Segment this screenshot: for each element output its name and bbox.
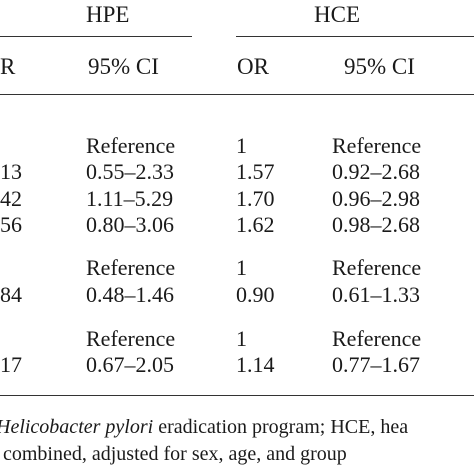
hce-ci-column-header: 95% CI [344,54,415,79]
row-2-hpe-ci: 0.55–2.33 [86,159,174,184]
row-8-hce-ci: 0.77–1.67 [332,352,420,377]
row-2-hce-ci: 0.92–2.68 [332,159,420,184]
row-4-hpe-or: 56 [0,212,22,237]
row-2-hpe-or: 13 [0,159,22,184]
row-8-hce-or: 1.14 [236,352,275,377]
hpe-group-header: HPE [86,2,130,27]
hce-group-header: HCE [314,2,360,27]
footnote-line-2: combined, adjusted for sex, age, and gro… [3,443,347,465]
row-1-hce-or: 1 [236,133,247,158]
row-4-hpe-ci: 0.80–3.06 [86,212,174,237]
hpe-ci-column-header: 95% CI [88,54,159,79]
row-5-hpe-ci: Reference [86,255,176,280]
row-7-hce-or: 1 [236,326,247,351]
subheader-rule [0,94,474,95]
footnote-line-1-rest: eradication program; HCE, hea [153,416,409,438]
row-4-hce-or: 1.62 [236,212,275,237]
row-6-hpe-or: 84 [0,282,22,307]
row-6-hpe-ci: 0.48–1.46 [86,282,174,307]
row-3-hce-ci: 0.96–2.98 [332,186,420,211]
row-6-hce-or: 0.90 [236,282,275,307]
hce-header-rule [236,36,474,37]
row-1-hpe-ci: Reference [86,133,176,158]
table-bottom-rule [0,395,474,396]
row-8-hpe-or: 17 [0,352,22,377]
hpe-header-rule [0,36,192,37]
row-3-hpe-ci: 1.11–5.29 [86,186,174,211]
row-5-hce-or: 1 [236,255,247,280]
row-4-hce-ci: 0.98–2.68 [332,212,420,237]
row-7-hce-ci: Reference [332,326,422,351]
row-8-hpe-ci: 0.67–2.05 [86,352,174,377]
footnote-line-1: Helicobacter pylori eradication program;… [0,416,408,439]
row-1-hce-ci: Reference [332,133,422,158]
footnote-italic-term: Helicobacter pylori [0,416,154,438]
row-3-hpe-or: 42 [0,186,22,211]
row-7-hpe-ci: Reference [86,326,176,351]
row-2-hce-or: 1.57 [236,159,275,184]
row-6-hce-ci: 0.61–1.33 [332,282,420,307]
hce-or-column-header: OR [237,54,269,79]
row-3-hce-or: 1.70 [236,186,275,211]
row-5-hce-ci: Reference [332,255,422,280]
hpe-or-column-header: R [0,54,16,79]
